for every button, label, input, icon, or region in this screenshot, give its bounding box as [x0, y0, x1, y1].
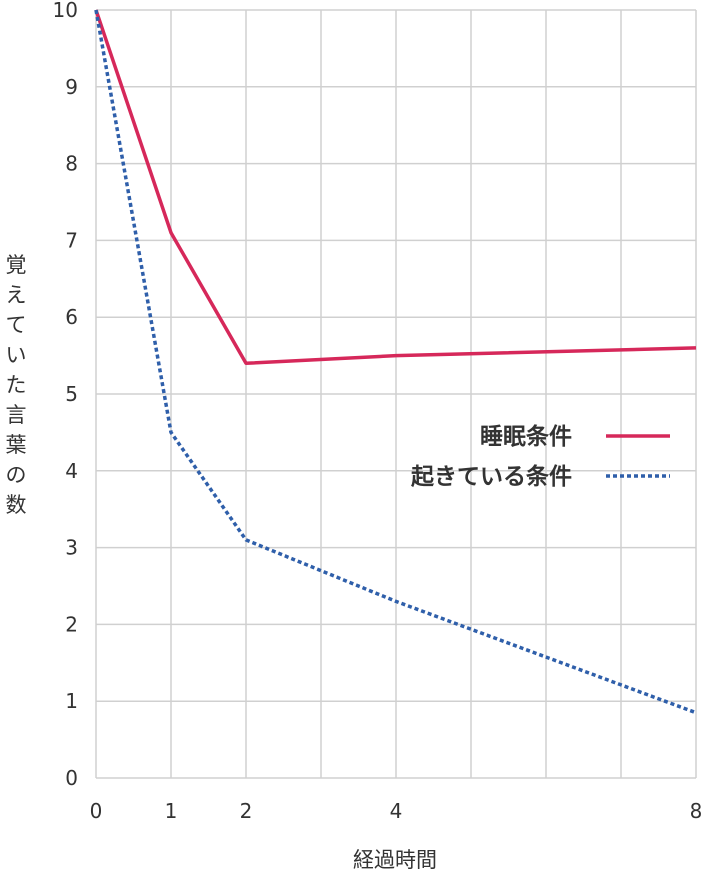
y-tick-label: 1: [65, 689, 78, 713]
y-axis-title-char: 数: [6, 493, 27, 517]
y-axis-title-char: 言: [6, 403, 27, 427]
y-axis-title-char: い: [6, 343, 27, 367]
x-tick-label: 1: [165, 799, 178, 823]
y-tick-label: 9: [65, 75, 78, 99]
y-axis-title-char: 葉: [6, 433, 27, 457]
y-tick-label: 4: [65, 459, 78, 483]
y-tick-label: 10: [53, 0, 78, 22]
x-tick-label: 2: [240, 799, 253, 823]
y-tick-label: 6: [65, 305, 78, 329]
y-axis-title-char: て: [6, 313, 27, 337]
y-tick-label: 8: [65, 152, 78, 176]
x-axis-title: 経過時間: [353, 848, 437, 872]
y-tick-label: 7: [65, 228, 78, 252]
y-axis-title-char: た: [6, 373, 27, 397]
series-lines: [94, 9, 697, 715]
y-axis-title-char: え: [6, 283, 27, 307]
y-tick-label: 5: [65, 382, 78, 406]
y-tick-label: 0: [65, 766, 78, 790]
x-tick-label: 8: [690, 799, 703, 823]
x-tick-labels: 0 1 2 4 8: [90, 799, 703, 823]
y-tick-label: 2: [65, 612, 78, 636]
y-grid-lines: [96, 9, 696, 779]
series-line-sleep: [94, 9, 697, 366]
y-tick-labels: 0 1 2 3 4 5 6 7 8 9 10: [53, 0, 78, 790]
y-tick-label: 3: [65, 536, 78, 560]
legend-label: 起きている条件: [411, 463, 572, 490]
x-tick-label: 4: [390, 799, 403, 823]
series-line-awake: [94, 9, 697, 715]
legend-label: 睡眠条件: [480, 423, 572, 450]
x-tick-label: 0: [90, 799, 103, 823]
y-axis-title-char: の: [6, 463, 27, 487]
y-axis-title-char: 覚: [6, 253, 27, 277]
